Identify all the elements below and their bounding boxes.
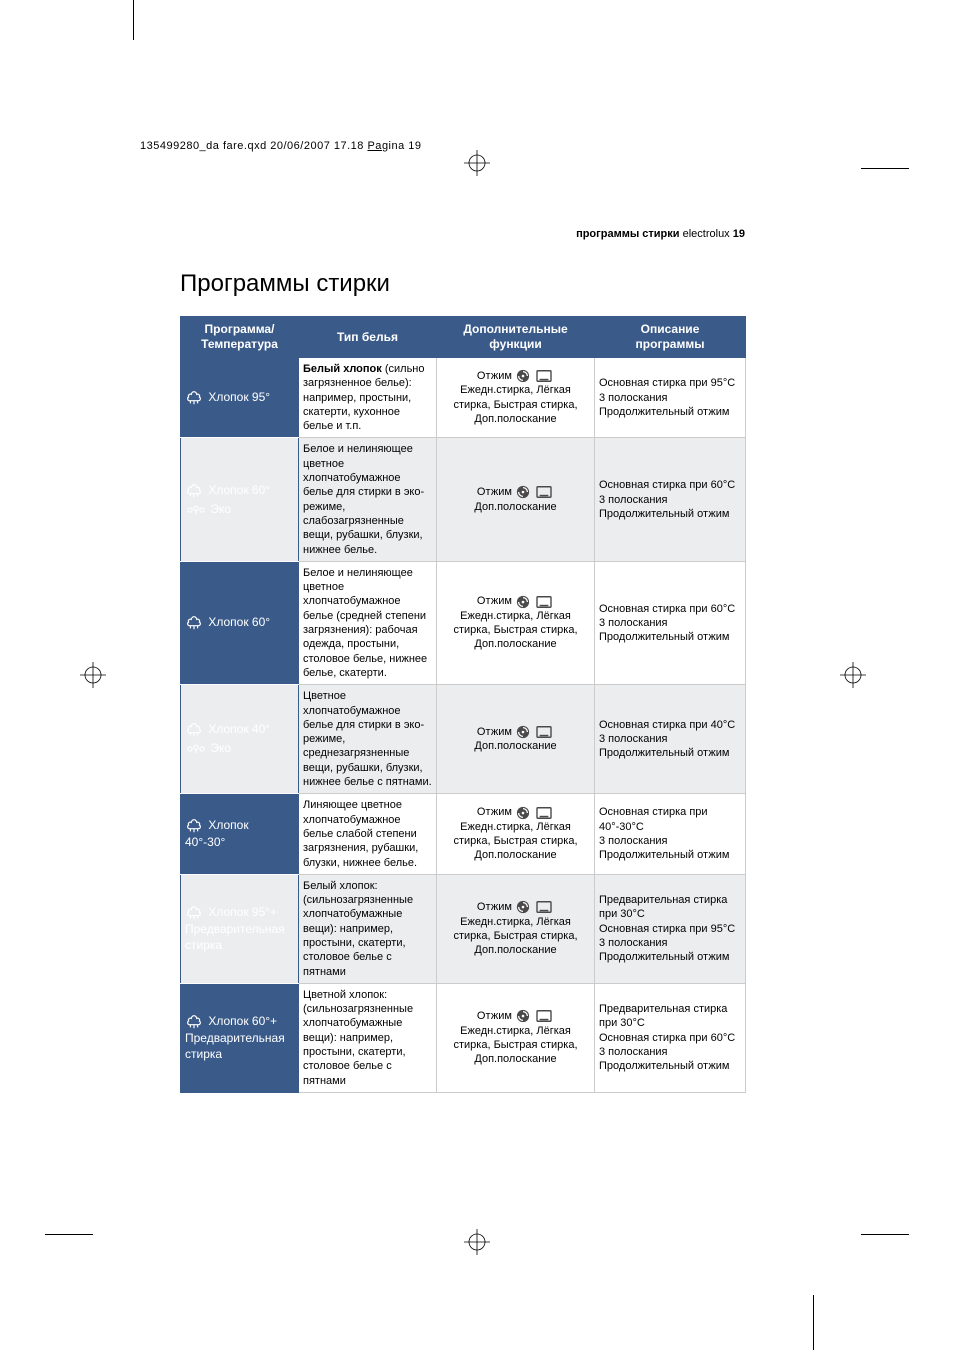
spin-icon: [516, 369, 530, 383]
spin-icon: [516, 485, 530, 499]
cell-description: Основная стирка при 95°C3 полосканияПрод…: [595, 358, 746, 438]
rinse-hold-icon: [535, 485, 553, 499]
cell-description: Основная стирка при 40°-30°C3 полоскания…: [595, 794, 746, 874]
cell-description: Основная стирка при 60°C3 полосканияПрод…: [595, 561, 746, 684]
page-content: программы стирки electrolux 19 Программы…: [180, 228, 745, 1093]
cell-options: Отжим Ежедн.стирка, Лёгкая стирка, Быстр…: [437, 983, 595, 1092]
cell-program: Хлопок 60° Эко: [181, 438, 299, 561]
running-head-brand: electrolux: [680, 228, 733, 240]
registration-mark-icon: [80, 662, 106, 688]
rinse-hold-icon: [535, 369, 553, 383]
programs-table: Программа/Температура Тип белья Дополнит…: [180, 316, 746, 1093]
crop-mark: [133, 0, 134, 40]
cell-fabric: Белый хлопок: (сильнозагрязненные хлопча…: [299, 874, 437, 983]
cotton-icon: [185, 389, 203, 407]
cell-fabric: Цветное хлопчатобумажное белье для стирк…: [299, 685, 437, 794]
cell-fabric: Линяющее цветное хлопчатобумажное белье …: [299, 794, 437, 874]
option-text: Ежедн.стирка, Лёгкая стирка, Быстрая сти…: [441, 383, 590, 426]
cell-description: Основная стирка при 60°C3 полосканияПрод…: [595, 438, 746, 561]
spin-icon: [516, 1009, 530, 1023]
option-text: Доп.полоскание: [441, 500, 590, 514]
cotton-icon: [185, 482, 203, 500]
cell-options: Отжим Доп.полоскание: [437, 685, 595, 794]
print-header: 135499280_da fare.qxd 20/06/2007 17.18 P…: [140, 140, 422, 152]
cell-program: Хлопок40°-30°: [181, 794, 299, 874]
cotton-icon: [185, 614, 203, 632]
cell-fabric: Белое и нелиняющее цветное хлопчатобумаж…: [299, 561, 437, 684]
table-row: Хлопок 95°Белый хлопок (сильно загрязнен…: [181, 358, 746, 438]
rinse-hold-icon: [535, 900, 553, 914]
registration-mark-icon: [464, 1229, 490, 1255]
header-options: Дополнительныефункции: [437, 317, 595, 358]
option-text: Ежедн.стирка, Лёгкая стирка, Быстрая сти…: [441, 609, 590, 652]
cotton-icon: [185, 904, 203, 922]
cell-fabric: Белый хлопок (сильно загрязненное белье)…: [299, 358, 437, 438]
cell-options: Отжим Ежедн.стирка, Лёгкая стирка, Быстр…: [437, 358, 595, 438]
cell-fabric: Белое и нелиняющее цветное хлопчатобумаж…: [299, 438, 437, 561]
spin-icon: [516, 900, 530, 914]
table-row: Хлопок 60°+ПредварительнаястиркаЦветной …: [181, 983, 746, 1092]
table-row: Хлопок40°-30°Линяющее цветное хлопчатобу…: [181, 794, 746, 874]
running-head-pagenum: 19: [733, 228, 745, 240]
cell-fabric: Цветной хлопок: (сильнозагрязненные хлоп…: [299, 983, 437, 1092]
cotton-icon: [185, 1013, 203, 1031]
page-title: Программы стирки: [180, 270, 745, 298]
crop-mark: [813, 1295, 814, 1350]
cell-program: Хлопок 95°: [181, 358, 299, 438]
cell-options: Отжим Доп.полоскание: [437, 438, 595, 561]
header-text: Описание: [641, 322, 700, 336]
table-row: Хлопок 60°Белое и нелиняющее цветное хло…: [181, 561, 746, 684]
cell-description: Предварительная стирка при 30°CОсновная …: [595, 983, 746, 1092]
rinse-hold-icon: [535, 1009, 553, 1023]
header-text: Температура: [201, 337, 278, 351]
cell-description: Предварительная стирка при 30°CОсновная …: [595, 874, 746, 983]
cell-program: Хлопок 95°+Предварительнаястирка: [181, 874, 299, 983]
cell-program: Хлопок 60°+Предварительнаястирка: [181, 983, 299, 1092]
option-text: Доп.полоскание: [441, 739, 590, 753]
running-head-section: программы стирки: [576, 228, 679, 240]
table-header-row: Программа/Температура Тип белья Дополнит…: [181, 317, 746, 358]
crop-mark: [45, 1234, 93, 1235]
cell-description: Основная стирка при 40°C3 полосканияПрод…: [595, 685, 746, 794]
header-text: программы: [636, 337, 705, 351]
rinse-hold-icon: [535, 725, 553, 739]
table-row: Хлопок 60° ЭкоБелое и нелиняющее цветное…: [181, 438, 746, 561]
cell-options: Отжим Ежедн.стирка, Лёгкая стирка, Быстр…: [437, 561, 595, 684]
header-text: функции: [489, 337, 541, 351]
option-text: Ежедн.стирка, Лёгкая стирка, Быстрая сти…: [441, 1024, 590, 1067]
header-program: Программа/Температура: [181, 317, 299, 358]
option-text: Ежедн.стирка, Лёгкая стирка, Быстрая сти…: [441, 820, 590, 863]
running-head: программы стирки electrolux 19: [180, 228, 745, 240]
table-row: Хлопок 95°+ПредварительнаястиркаБелый хл…: [181, 874, 746, 983]
registration-mark-icon: [840, 662, 866, 688]
eco-icon: Эко: [185, 502, 294, 518]
rinse-hold-icon: [535, 805, 553, 819]
crop-mark: [861, 168, 909, 169]
rinse-hold-icon: [535, 594, 553, 608]
header-text: Дополнительные: [463, 322, 567, 336]
cell-program: Хлопок 40° Эко: [181, 685, 299, 794]
eco-icon: Эко: [185, 741, 294, 757]
header-text: Программа/: [205, 322, 275, 336]
spin-icon: [516, 594, 530, 608]
cell-options: Отжим Ежедн.стирка, Лёгкая стирка, Быстр…: [437, 794, 595, 874]
registration-mark-icon: [464, 150, 490, 176]
header-description: Описаниепрограммы: [595, 317, 746, 358]
option-text: Ежедн.стирка, Лёгкая стирка, Быстрая сти…: [441, 915, 590, 958]
table-row: Хлопок 40° ЭкоЦветное хлопчатобумажное б…: [181, 685, 746, 794]
crop-mark: [861, 1234, 909, 1235]
cell-options: Отжим Ежедн.стирка, Лёгкая стирка, Быстр…: [437, 874, 595, 983]
spin-icon: [516, 725, 530, 739]
spin-icon: [516, 805, 530, 819]
cotton-icon: [185, 817, 203, 835]
header-fabric: Тип белья: [299, 317, 437, 358]
cotton-icon: [185, 721, 203, 739]
cell-program: Хлопок 60°: [181, 561, 299, 684]
